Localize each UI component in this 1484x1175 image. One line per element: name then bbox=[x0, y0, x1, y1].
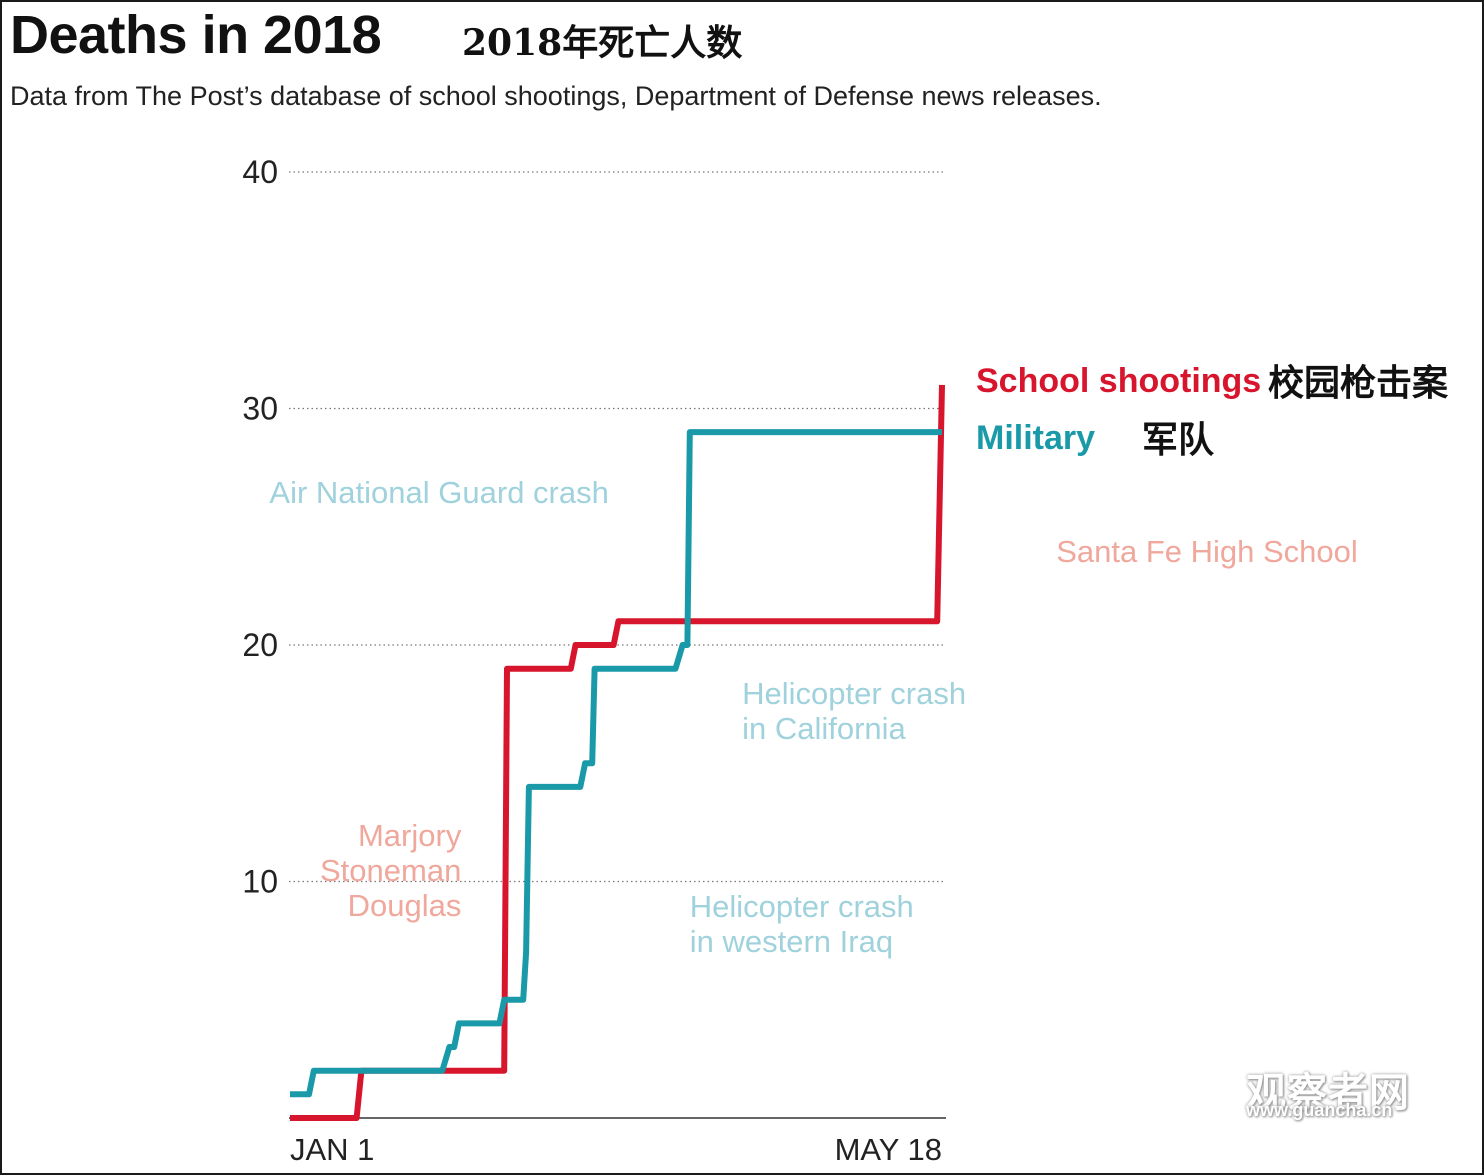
series-label-military-chinese: 军队 bbox=[1142, 419, 1215, 461]
series-label-school-shootings-chinese: 校园枪击案 bbox=[1268, 362, 1449, 404]
annotation-4-line-1: in western Iraq bbox=[690, 924, 893, 959]
series-label-school-shootings: School shootings bbox=[976, 362, 1261, 400]
y-tick-label-40: 40 bbox=[242, 154, 278, 190]
annotation-0-line-0: Air National Guard crash bbox=[269, 475, 608, 510]
annotation-3-line-0: Marjory bbox=[358, 818, 462, 853]
annotation-3-line-2: Douglas bbox=[348, 888, 462, 923]
series-label-military: Military bbox=[976, 419, 1095, 457]
series-line-school-shootings bbox=[290, 384, 945, 1121]
watermark-url: www.guancha.cn bbox=[1246, 1100, 1393, 1120]
y-tick-label-20: 20 bbox=[242, 627, 278, 663]
x-tick-label-end: MAY 18 bbox=[835, 1132, 942, 1167]
chart-title: Deaths in 2018 bbox=[10, 5, 382, 65]
annotation-3-line-1: Stoneman bbox=[320, 853, 461, 888]
chart-subtitle: Data from The Post’s database of school … bbox=[10, 81, 1102, 111]
annotation-4-line-0: Helicopter crash bbox=[690, 889, 914, 924]
annotation-2-line-1: in California bbox=[742, 711, 906, 746]
chart-title-chinese: 2018年死亡人数 bbox=[462, 22, 743, 64]
y-tick-label-30: 30 bbox=[242, 391, 278, 427]
annotation-1-line-0: Santa Fe High School bbox=[1056, 534, 1358, 569]
annotation-2-line-0: Helicopter crash bbox=[742, 676, 966, 711]
x-tick-label-start: JAN 1 bbox=[290, 1132, 374, 1167]
watermark-logo-text: 观察者网 bbox=[1246, 1069, 1410, 1116]
y-tick-label-10: 10 bbox=[242, 864, 278, 900]
series-line-military bbox=[290, 429, 942, 1098]
